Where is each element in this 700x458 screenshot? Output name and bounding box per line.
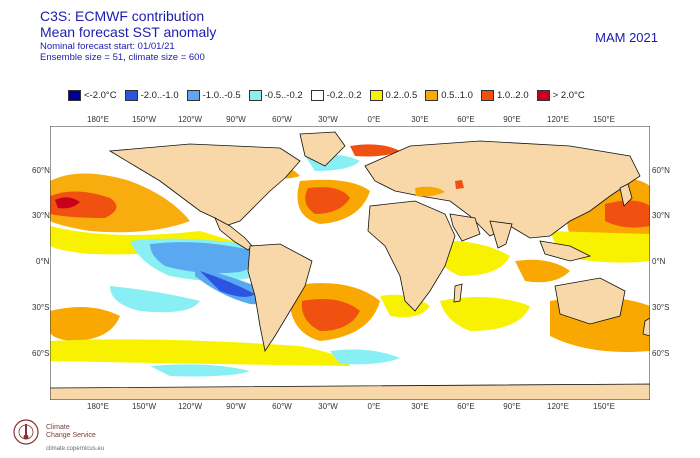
legend-swatch — [480, 90, 494, 101]
x-tick-bottom: 0°E — [367, 402, 381, 411]
ensemble-size: Ensemble size = 51, climate size = 600 — [40, 52, 205, 64]
legend-label: -2.0..-1.0 — [140, 90, 179, 101]
legend-item: -1.0..-0.5 — [186, 90, 241, 101]
logo-line-1: Climate — [46, 424, 70, 432]
header: C3S: ECMWF contribution Mean forecast SS… — [40, 8, 216, 64]
legend-item: 0.2..0.5 — [369, 90, 418, 101]
logo-text: Climate Change Service — [46, 424, 96, 439]
legend-swatch — [310, 90, 324, 101]
legend-swatch — [425, 90, 439, 101]
legend-item: -2.0..-1.0 — [124, 90, 179, 101]
caspian-anomaly — [455, 180, 464, 189]
x-tick-top: 30°E — [411, 115, 429, 124]
x-tick-top: 30°W — [318, 115, 338, 124]
x-tick-bottom: 30°W — [318, 402, 338, 411]
x-tick-top: 150°E — [593, 115, 615, 124]
x-tick-bottom: 150°E — [593, 402, 615, 411]
y-tick-left: 0°N — [36, 257, 50, 266]
legend: <-2.0°C -2.0..-1.0 -1.0..-0.5 -0.5..-0.2… — [68, 90, 585, 101]
legend-item: 0.5..1.0 — [425, 90, 473, 101]
x-tick-bottom: 120°W — [177, 402, 203, 411]
y-tick-right: 60°S — [652, 349, 670, 358]
legend-item: -0.5..-0.2 — [248, 90, 303, 101]
x-tick-bottom: 90°E — [503, 402, 521, 411]
forecast-start: Nominal forecast start: 01/01/21 — [40, 41, 175, 53]
x-tick-bottom: 60°E — [457, 402, 475, 411]
greenland — [299, 131, 346, 167]
madagascar — [453, 283, 463, 303]
mediterranean-anomaly — [415, 186, 445, 197]
arabia — [449, 213, 481, 242]
legend-swatch — [68, 90, 81, 101]
x-tick-top: 0°E — [367, 115, 381, 124]
season-label: MAM 2021 — [595, 30, 658, 45]
x-tick-top: 90°E — [503, 115, 521, 124]
legend-item: -0.2..0.2 — [310, 90, 362, 101]
logo-line-2: Change Service — [46, 432, 96, 439]
y-tick-right: 0°N — [652, 257, 666, 266]
legend-label: 1.0..2.0 — [496, 90, 529, 101]
legend-label: 0.2..0.5 — [385, 90, 418, 101]
y-tick-left: 30°S — [32, 303, 50, 312]
x-tick-top: 60°W — [272, 115, 292, 124]
x-tick-bottom: 180°E — [87, 402, 109, 411]
x-tick-top: 150°W — [131, 115, 157, 124]
title-line-1: C3S: ECMWF contribution — [40, 8, 205, 24]
indonesia — [539, 240, 592, 262]
legend-swatch — [248, 90, 262, 101]
japan — [619, 183, 633, 207]
x-tick-top: 120°E — [547, 115, 569, 124]
antarctica — [50, 383, 650, 400]
legend-swatch — [536, 90, 550, 101]
sst-anomaly-map — [50, 126, 650, 400]
legend-item: 1.0..2.0 — [480, 90, 529, 101]
y-tick-left: 30°N — [32, 211, 50, 220]
x-tick-top: 180°E — [87, 115, 109, 124]
x-tick-top: 120°W — [177, 115, 203, 124]
legend-label: -0.2..0.2 — [326, 90, 362, 101]
legend-label: -1.0..-0.5 — [202, 90, 241, 101]
c3s-logo: Climate Change Service — [12, 418, 96, 446]
y-tick-right: 30°S — [652, 303, 670, 312]
copernicus-url: climate.copernicus.eu — [46, 446, 105, 452]
north-america — [108, 143, 301, 227]
y-tick-right: 30°N — [652, 211, 670, 220]
x-tick-bottom: 120°E — [547, 402, 569, 411]
x-tick-bottom: 90°W — [226, 402, 246, 411]
legend-item: > 2.0°C — [536, 90, 585, 101]
legend-swatch — [124, 90, 138, 101]
y-tick-right: 60°N — [652, 166, 670, 175]
legend-label: <-2.0°C — [84, 90, 117, 101]
x-tick-top: 60°E — [457, 115, 475, 124]
title-line-2: Mean forecast SST anomaly — [40, 24, 217, 41]
legend-swatch — [369, 90, 383, 101]
y-tick-left: 60°S — [32, 349, 50, 358]
australia — [554, 277, 626, 325]
x-tick-bottom: 150°W — [131, 402, 157, 411]
africa — [367, 200, 456, 312]
land — [50, 131, 650, 400]
legend-label: -0.5..-0.2 — [264, 90, 303, 101]
thermometer-globe-icon — [13, 419, 39, 445]
y-tick-left: 60°N — [32, 166, 50, 175]
x-tick-bottom: 60°W — [272, 402, 292, 411]
x-tick-top: 90°W — [226, 115, 246, 124]
legend-label: > 2.0°C — [552, 90, 585, 101]
legend-label: 0.5..1.0 — [441, 90, 473, 101]
south-america — [247, 243, 313, 353]
x-tick-bottom: 30°E — [411, 402, 429, 411]
legend-swatch — [186, 90, 200, 101]
new-zealand — [642, 317, 650, 337]
legend-item: <-2.0°C — [68, 90, 117, 101]
india — [489, 220, 513, 249]
